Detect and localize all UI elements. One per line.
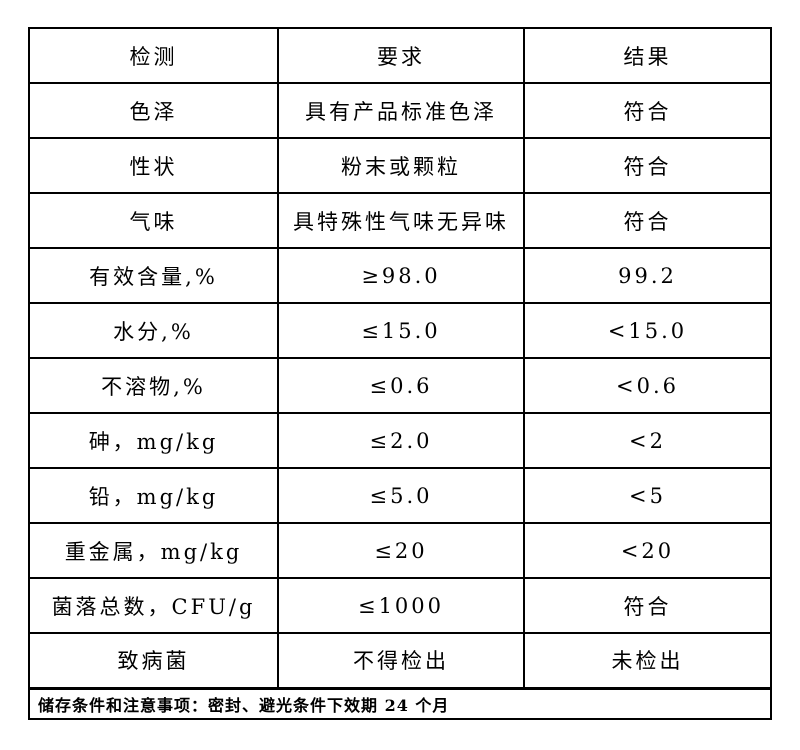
test-name-cell: 砷，mg/kg [28,412,279,469]
requirement-cell: ≥98.0 [277,247,525,304]
requirement-cell: 具特殊性气味无异味 [277,192,525,249]
result-cell: 99.2 [523,247,772,304]
table-row-moisture: 水分,% ≤15.0 <15.0 [28,302,772,359]
storage-conditions-note: 储存条件和注意事项：密封、避光条件下效期 24 个月 [28,686,772,720]
test-name-cell: 致病菌 [28,632,279,689]
table-footer-row: 储存条件和注意事项：密封、避光条件下效期 24 个月 [28,686,772,720]
result-cell: <0.6 [523,357,772,414]
table-row-heavy-metals: 重金属，mg/kg ≤20 <20 [28,522,772,579]
result-cell: <5 [523,467,772,524]
inspection-table: 检测 要求 结果 色泽 具有产品标准色泽 符合 性状 粉末或颗粒 符合 气味 具… [28,27,772,720]
test-name-cell: 有效含量,% [28,247,279,304]
table-row-arsenic: 砷，mg/kg ≤2.0 <2 [28,412,772,469]
requirement-cell: ≤1000 [277,577,525,634]
table-row-lead: 铅，mg/kg ≤5.0 <5 [28,467,772,524]
result-cell: <15.0 [523,302,772,359]
requirement-cell: ≤15.0 [277,302,525,359]
requirement-cell: ≤5.0 [277,467,525,524]
test-name-cell: 铅，mg/kg [28,467,279,524]
test-name-cell: 水分,% [28,302,279,359]
requirement-cell: ≤2.0 [277,412,525,469]
result-cell: 符合 [523,192,772,249]
test-name-cell: 性状 [28,137,279,194]
table-row-color: 色泽 具有产品标准色泽 符合 [28,82,772,139]
result-cell: 符合 [523,137,772,194]
table-row-total-plate-count: 菌落总数，CFU/g ≤1000 符合 [28,577,772,634]
test-name-cell: 不溶物,% [28,357,279,414]
column-header-test: 检测 [28,27,279,84]
test-name-cell: 菌落总数，CFU/g [28,577,279,634]
table-row-appearance: 性状 粉末或颗粒 符合 [28,137,772,194]
table-row-insolubles: 不溶物,% ≤0.6 <0.6 [28,357,772,414]
result-cell: <20 [523,522,772,579]
column-header-requirement: 要求 [277,27,525,84]
result-cell: 未检出 [523,632,772,689]
test-name-cell: 色泽 [28,82,279,139]
result-cell: <2 [523,412,772,469]
table-row-active-content: 有效含量,% ≥98.0 99.2 [28,247,772,304]
table-row-odor: 气味 具特殊性气味无异味 符合 [28,192,772,249]
table-row-pathogens: 致病菌 不得检出 未检出 [28,632,772,689]
requirement-cell: ≤0.6 [277,357,525,414]
requirement-cell: 不得检出 [277,632,525,689]
test-name-cell: 气味 [28,192,279,249]
test-name-cell: 重金属，mg/kg [28,522,279,579]
header-row: 检测 要求 结果 [28,27,772,84]
column-header-result: 结果 [523,27,772,84]
result-cell: 符合 [523,82,772,139]
requirement-cell: ≤20 [277,522,525,579]
requirement-cell: 具有产品标准色泽 [277,82,525,139]
result-cell: 符合 [523,577,772,634]
requirement-cell: 粉末或颗粒 [277,137,525,194]
spec-sheet: 检测 要求 结果 色泽 具有产品标准色泽 符合 性状 粉末或颗粒 符合 气味 具… [28,27,772,720]
